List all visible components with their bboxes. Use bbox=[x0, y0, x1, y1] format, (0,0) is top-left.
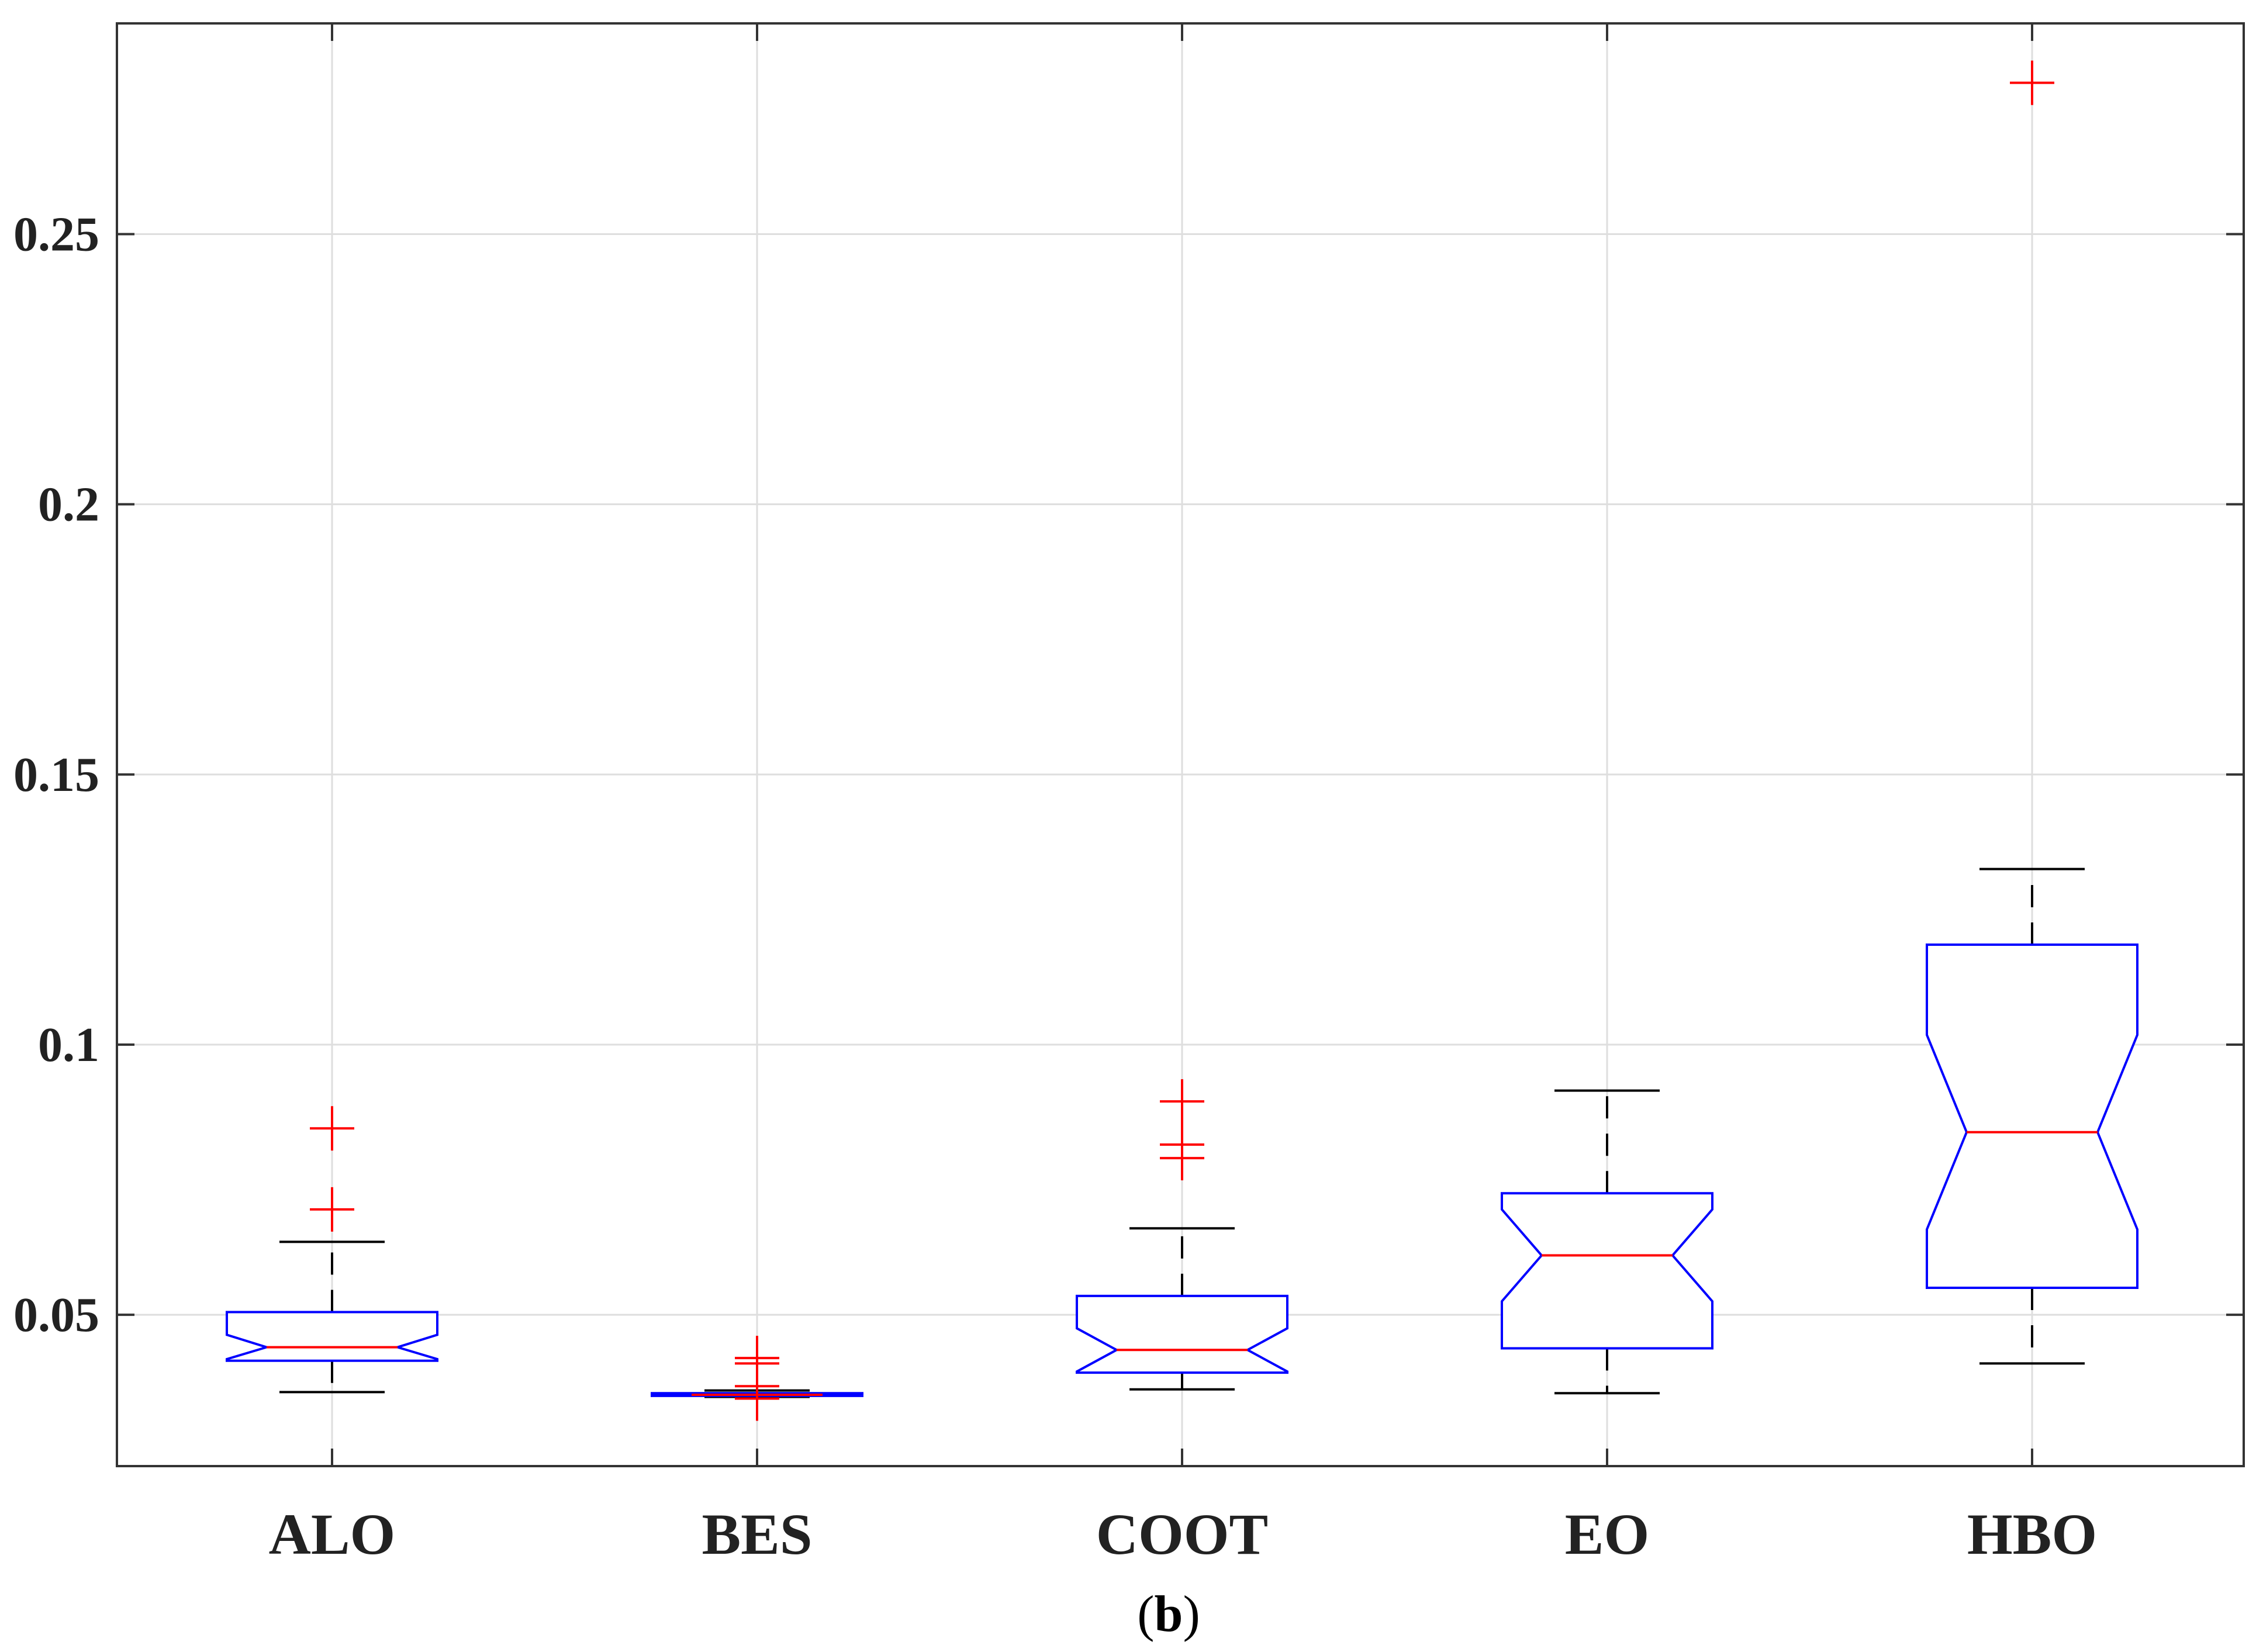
outlier-point bbox=[310, 1106, 354, 1151]
outlier-point bbox=[2010, 60, 2054, 105]
notched-box bbox=[1926, 943, 2138, 1289]
y-tick-label: 0.15 bbox=[13, 748, 99, 802]
x-tick-label: BES bbox=[702, 1502, 812, 1567]
y-tick-label: 0.05 bbox=[13, 1288, 99, 1342]
caption-letter: b bbox=[1155, 1586, 1183, 1643]
y-tick-label: 0.25 bbox=[13, 207, 99, 261]
box-bes bbox=[651, 1336, 863, 1421]
box-hbo bbox=[1926, 60, 2138, 1365]
y-tick-label: 0.2 bbox=[38, 478, 99, 532]
caption-close: ) bbox=[1183, 1586, 1200, 1643]
outlier-point bbox=[735, 1336, 779, 1381]
caption-open: ( bbox=[1137, 1586, 1154, 1643]
figure-caption: (b) bbox=[1137, 1586, 1200, 1643]
x-tick-label: COOT bbox=[1096, 1502, 1268, 1567]
x-tick-label: HBO bbox=[1967, 1502, 2097, 1567]
notched-box bbox=[1076, 1294, 1288, 1374]
boxplots bbox=[226, 60, 2138, 1421]
outlier-point bbox=[1160, 1122, 1204, 1167]
x-tick-label: EO bbox=[1565, 1502, 1649, 1567]
box-coot bbox=[1076, 1079, 1288, 1391]
outlier-point bbox=[310, 1187, 354, 1232]
grid bbox=[117, 23, 2244, 1466]
notched-box bbox=[1501, 1192, 1713, 1350]
y-tick-labels: 0.05 0.1 0.15 0.2 0.25 bbox=[13, 207, 99, 1342]
notched-box bbox=[226, 1311, 438, 1362]
box-eo bbox=[1501, 1089, 1713, 1395]
box-alo bbox=[226, 1106, 438, 1394]
ticks bbox=[117, 23, 2244, 1466]
axes-frame bbox=[116, 22, 2245, 1467]
outlier-point bbox=[1160, 1079, 1204, 1124]
x-tick-label: ALO bbox=[269, 1502, 396, 1567]
x-tick-labels: ALO BES COOT EO HBO bbox=[269, 1502, 2097, 1567]
y-tick-label: 0.1 bbox=[38, 1018, 99, 1072]
